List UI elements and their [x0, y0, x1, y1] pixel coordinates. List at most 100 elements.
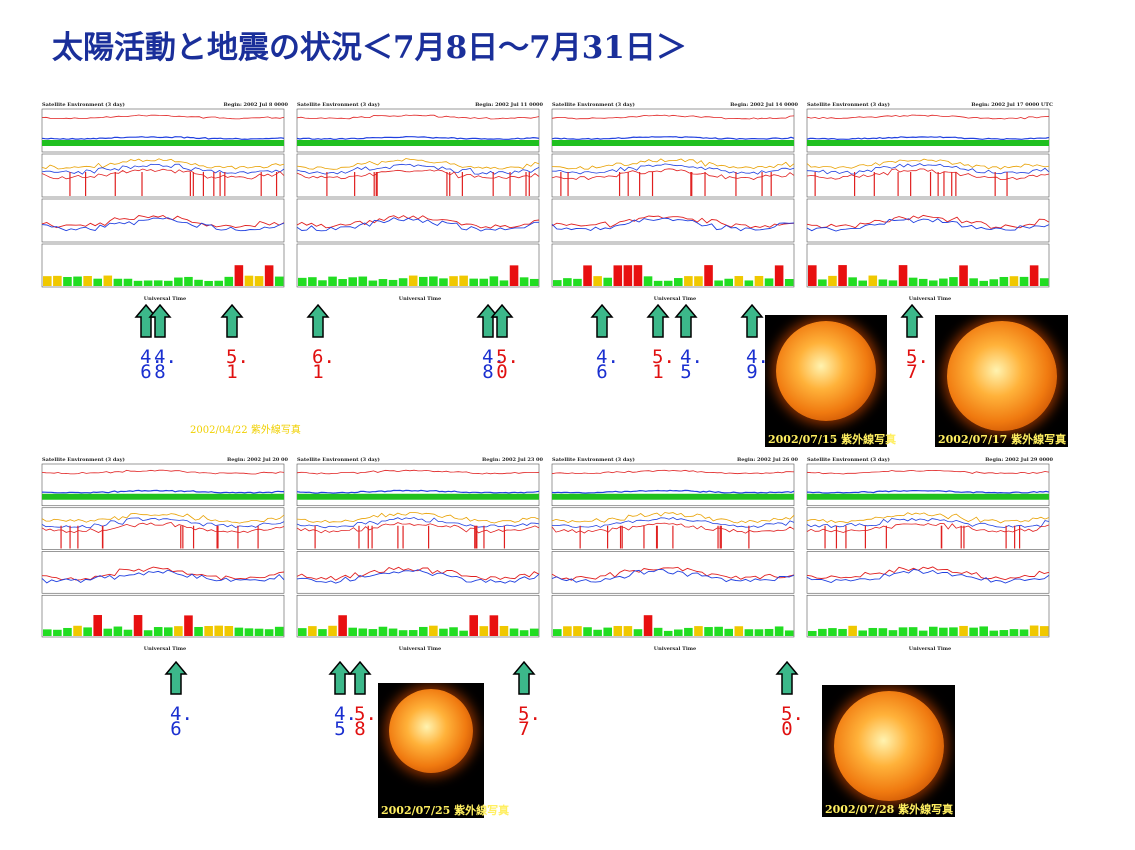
kp-bar — [274, 276, 284, 286]
kp-bar — [848, 625, 857, 636]
proton-trace — [41, 136, 285, 140]
kp-bar — [593, 629, 602, 636]
plot-frame — [296, 198, 540, 243]
electron-trace — [551, 163, 795, 175]
kp-bar — [1039, 626, 1049, 636]
kp-bar — [573, 278, 582, 286]
kp-bar — [378, 626, 388, 636]
magnitude: 6.1 — [312, 346, 335, 383]
sun-image — [378, 683, 484, 818]
kp-bar — [1029, 265, 1039, 286]
kp-bar — [908, 277, 918, 286]
kp-bar — [593, 276, 602, 286]
plot-frame — [41, 198, 285, 243]
plot-frame — [806, 463, 1050, 507]
panel-heading: Satellite Environment (3 day) — [807, 101, 890, 108]
kp-bar — [714, 280, 723, 286]
kp-bar — [888, 280, 898, 286]
kp-bar — [774, 265, 784, 286]
kp-bar — [918, 278, 928, 286]
kp-bar — [489, 276, 499, 286]
panel-heading: Satellite Environment (3 day) — [42, 456, 125, 463]
kp-bar — [704, 627, 713, 636]
electron-trace — [806, 168, 1050, 180]
sun-image — [935, 315, 1068, 447]
kp-bar — [133, 280, 143, 286]
kp-bar — [338, 615, 347, 636]
kp-bar — [653, 627, 663, 636]
kp-bar — [83, 627, 92, 636]
kp-bar — [298, 628, 307, 636]
kp-bar — [234, 627, 244, 636]
proton-trace — [806, 114, 1050, 120]
electron-trace — [551, 512, 795, 524]
kp-bar — [868, 627, 878, 636]
kp-bar — [663, 630, 673, 636]
arrow — [900, 303, 924, 338]
kp-bar — [53, 275, 62, 286]
kp-bar — [499, 280, 509, 286]
kp-bar — [234, 265, 244, 286]
plot-frame — [41, 463, 285, 507]
proton-trace — [41, 469, 285, 475]
plot-frame — [296, 243, 540, 288]
kp-bar — [184, 276, 193, 286]
panel-axis: Universal Time — [909, 646, 951, 652]
kp-bar — [264, 629, 274, 636]
magnitude: 5.8 — [354, 703, 377, 740]
proton-trace — [296, 489, 540, 494]
kp-bar — [73, 625, 82, 636]
proton-trace — [41, 114, 285, 120]
kp-bar — [164, 627, 173, 636]
kp-bar — [113, 278, 123, 286]
kp-bar — [1029, 625, 1039, 636]
kp-bar — [1019, 629, 1029, 636]
electron-trace — [806, 512, 1050, 524]
kp-bar — [674, 629, 683, 636]
kp-bar — [489, 615, 499, 636]
proton-band — [807, 493, 1049, 500]
kp-bar — [254, 628, 264, 636]
electron-trace — [41, 512, 285, 524]
proton-band — [42, 140, 284, 146]
kp-bar — [93, 278, 102, 286]
magnitude: 4.5 — [334, 703, 357, 740]
plot-frame — [551, 198, 795, 243]
kp-bar — [274, 626, 284, 636]
electron-trace — [41, 521, 285, 534]
kp-bar — [133, 615, 143, 636]
kp-bar — [153, 280, 163, 286]
kp-bar — [583, 265, 592, 286]
kp-bar — [969, 278, 978, 286]
image-note: 2002/04/22 紫外線写真 — [190, 425, 301, 436]
kp-bar — [368, 629, 378, 636]
kp-bar — [53, 629, 62, 636]
sun-image — [822, 685, 955, 817]
kp-bar — [164, 280, 173, 286]
plot-frame — [41, 551, 285, 594]
plot-frame — [551, 551, 795, 594]
kp-bar — [73, 276, 82, 286]
panel-heading: Satellite Environment (3 day) — [42, 101, 125, 108]
plot-frame — [296, 507, 540, 550]
kp-bar — [898, 265, 908, 286]
kp-bar — [103, 275, 113, 286]
arrow — [164, 660, 188, 695]
electron-trace — [296, 169, 540, 180]
field-trace — [41, 215, 285, 229]
electron-trace — [551, 522, 795, 534]
plot-frame — [551, 108, 795, 153]
kp-bar — [838, 265, 847, 286]
kp-bar — [898, 627, 908, 636]
kp-bar — [784, 278, 794, 286]
proton-trace — [551, 489, 795, 494]
kp-bar — [174, 277, 183, 286]
kp-bar — [979, 626, 988, 636]
kp-bar — [184, 615, 193, 636]
kp-bar — [939, 278, 948, 286]
proton-trace — [296, 469, 540, 475]
plot-frame — [551, 594, 795, 638]
kp-bar — [704, 265, 713, 286]
kp-bar — [918, 630, 928, 636]
electron-trace — [551, 517, 795, 528]
